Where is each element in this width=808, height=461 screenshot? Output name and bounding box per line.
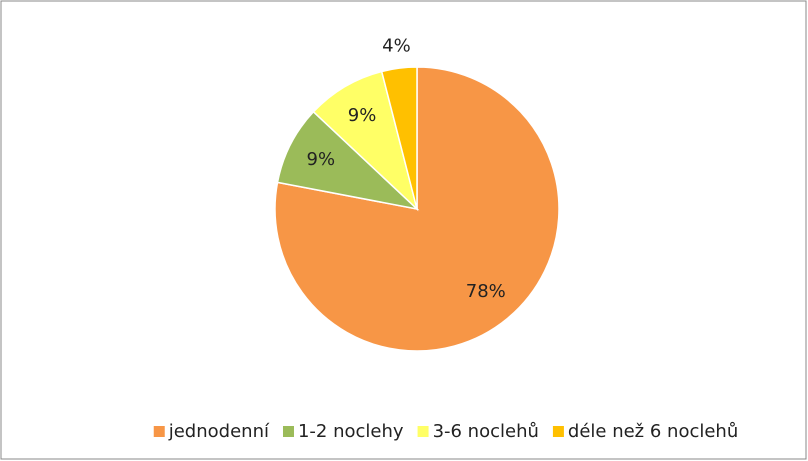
legend-swatch	[282, 426, 294, 437]
legend-label: jednodenní	[168, 421, 270, 442]
data-label: 9%	[307, 149, 336, 170]
legend-swatch	[552, 426, 564, 437]
legend-swatch	[417, 426, 429, 437]
legend-label: 1-2 noclehy	[298, 421, 404, 442]
data-label: 4%	[382, 35, 411, 56]
legend-label: 3-6 noclehů	[433, 421, 539, 442]
pie-slice	[380, 66, 418, 210]
data-label: 78%	[466, 281, 506, 302]
pie-slice	[276, 110, 420, 211]
pie-slice	[312, 70, 419, 212]
legend-swatch	[153, 426, 165, 437]
data-label: 9%	[348, 105, 377, 126]
legend-label: déle než 6 noclehů	[568, 421, 738, 442]
